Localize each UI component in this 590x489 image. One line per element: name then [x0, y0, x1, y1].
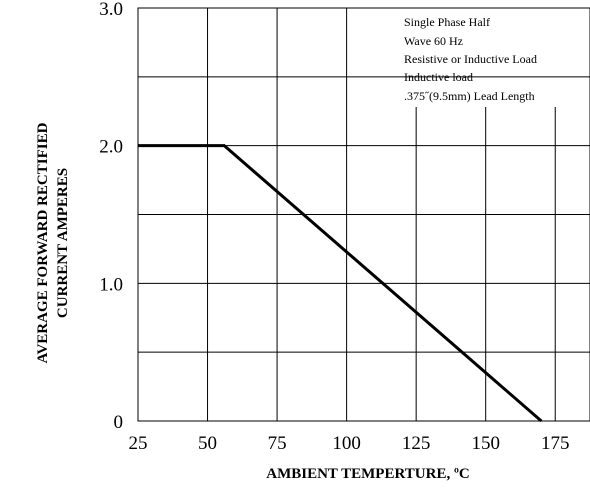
y-tick-label: 3.0 — [99, 0, 123, 20]
x-tick-label: 125 — [402, 433, 431, 454]
plot-frame — [137, 7, 590, 422]
y-tick-label: 1.0 — [99, 274, 123, 295]
x-tick-label: 25 — [129, 433, 148, 454]
y-tick-label: 0 — [114, 412, 124, 433]
annotation-box: Single Phase Half Wave 60 Hz Resistive o… — [404, 15, 537, 103]
x-tick-label: 50 — [198, 433, 217, 454]
y-tick-label: 2.0 — [99, 137, 123, 158]
series-line — [138, 144, 543, 423]
x-tick-label: 150 — [471, 433, 500, 454]
y-tick-labels: 0 1.0 2.0 3.0 — [99, 0, 123, 433]
series-group — [138, 144, 543, 423]
annotation-line-4: Inductive load — [404, 70, 473, 84]
annotation-line-5: .375˝(9.5mm) Lead Length — [404, 89, 535, 103]
annotation-line-1: Single Phase Half — [404, 15, 490, 29]
x-tick-labels: 25 50 75 100 125 150 175 — [129, 433, 570, 454]
x-tick-label: 175 — [541, 433, 570, 454]
x-axis-title: AMBIENT TEMPERTURE, ºC — [266, 466, 469, 482]
grid-lines — [138, 8, 590, 421]
y-axis-title-line-1: AVERAGE FORWARD RECTIFIED — [35, 122, 51, 363]
annotation-line-3: Resistive or Inductive Load — [404, 52, 537, 66]
x-tick-label: 100 — [332, 433, 361, 454]
x-tick-label: 75 — [268, 433, 287, 454]
annotation-line-2: Wave 60 Hz — [404, 34, 463, 48]
y-axis-title-line-2: CURRENT AMPERES — [55, 168, 71, 318]
